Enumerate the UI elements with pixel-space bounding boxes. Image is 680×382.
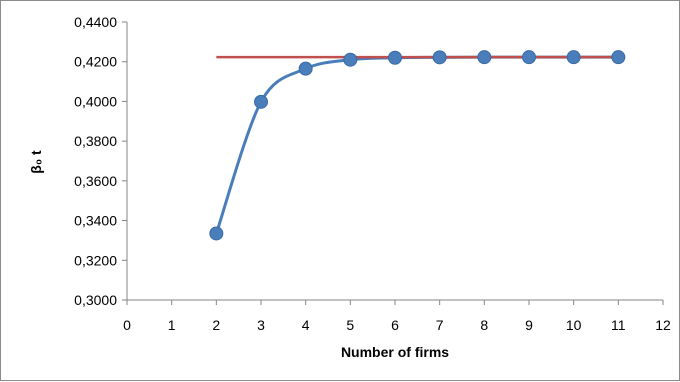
x-tick-label: 1 [168, 317, 176, 333]
x-tick-label: 3 [257, 317, 265, 333]
data-point [388, 50, 402, 65]
x-tick-label: 10 [566, 317, 582, 333]
x-tick-label: 6 [391, 317, 399, 333]
y-tick-label: 0,3200 [74, 252, 117, 268]
x-tick-label: 8 [480, 317, 488, 333]
data-point [298, 61, 313, 76]
data-point [611, 50, 626, 65]
data-point [566, 50, 581, 65]
x-tick-label: 11 [611, 317, 626, 333]
y-tick-label: 0,3800 [74, 133, 117, 149]
x-tick-label: 9 [525, 317, 533, 333]
x-tick-label: 12 [655, 317, 671, 333]
y-tick-label: 0,4400 [74, 14, 117, 30]
x-tick-label: 4 [302, 317, 310, 333]
x-axis-title: Number of firms [341, 344, 449, 360]
series-line-1 [214, 55, 620, 235]
y-tick-label: 0,3600 [74, 173, 117, 189]
x-tick-label: 5 [346, 317, 354, 333]
data-point [209, 226, 224, 241]
series-layer [209, 50, 626, 241]
data-point [254, 94, 268, 109]
data-point [343, 52, 358, 67]
x-tick-label: 0 [123, 317, 131, 333]
x-tick-label: 7 [436, 317, 444, 333]
y-tick-label: 0,4000 [74, 93, 117, 109]
data-point [522, 50, 536, 65]
y-tick-label: 0,4200 [74, 54, 117, 70]
data-point [477, 50, 492, 65]
y-tick-label: 0,3400 [74, 213, 117, 229]
data-point [432, 50, 447, 65]
y-tick-label: 0,3000 [74, 292, 117, 308]
y-axis-title: β₀ t [28, 150, 44, 174]
x-tick-label: 2 [212, 317, 220, 333]
axes: 0,3000 0,3200 0,3400 0,3600 0,3800 0,4000 0,42… [74, 14, 671, 333]
